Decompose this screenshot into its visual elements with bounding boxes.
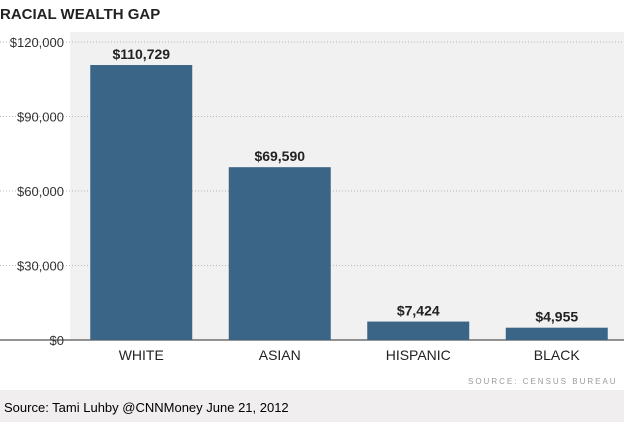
- bar: [90, 65, 193, 340]
- data-label: $7,424: [397, 303, 440, 319]
- data-label: $69,590: [254, 148, 305, 164]
- y-tick-label: $30,000: [17, 259, 64, 274]
- data-label: $110,729: [112, 46, 170, 62]
- y-tick-label: $0: [50, 333, 64, 348]
- credit-bar: Source: Tami Luhby @CNNMoney June 21, 20…: [0, 390, 624, 422]
- bar: [505, 327, 608, 340]
- source-note: SOURCE: CENSUS BUREAU: [468, 377, 618, 386]
- y-tick-label: $120,000: [10, 35, 64, 50]
- credit-text: Source: Tami Luhby @CNNMoney June 21, 20…: [4, 400, 289, 415]
- x-tick-label: BLACK: [534, 347, 581, 363]
- bar-chart: $0 $30,000 $60,000 $90,000 $120,000 $110,729 W…: [0, 32, 624, 363]
- x-tick-label: WHITE: [119, 347, 164, 363]
- x-tick-label: ASIAN: [259, 347, 301, 363]
- bar: [228, 167, 331, 340]
- chart-title: RACIAL WEALTH GAP: [0, 6, 161, 23]
- x-tick-label: HISPANIC: [386, 347, 451, 363]
- bar: [367, 321, 470, 340]
- y-tick-label: $60,000: [17, 184, 64, 199]
- y-tick-label: $90,000: [17, 110, 64, 125]
- data-label: $4,955: [535, 309, 578, 325]
